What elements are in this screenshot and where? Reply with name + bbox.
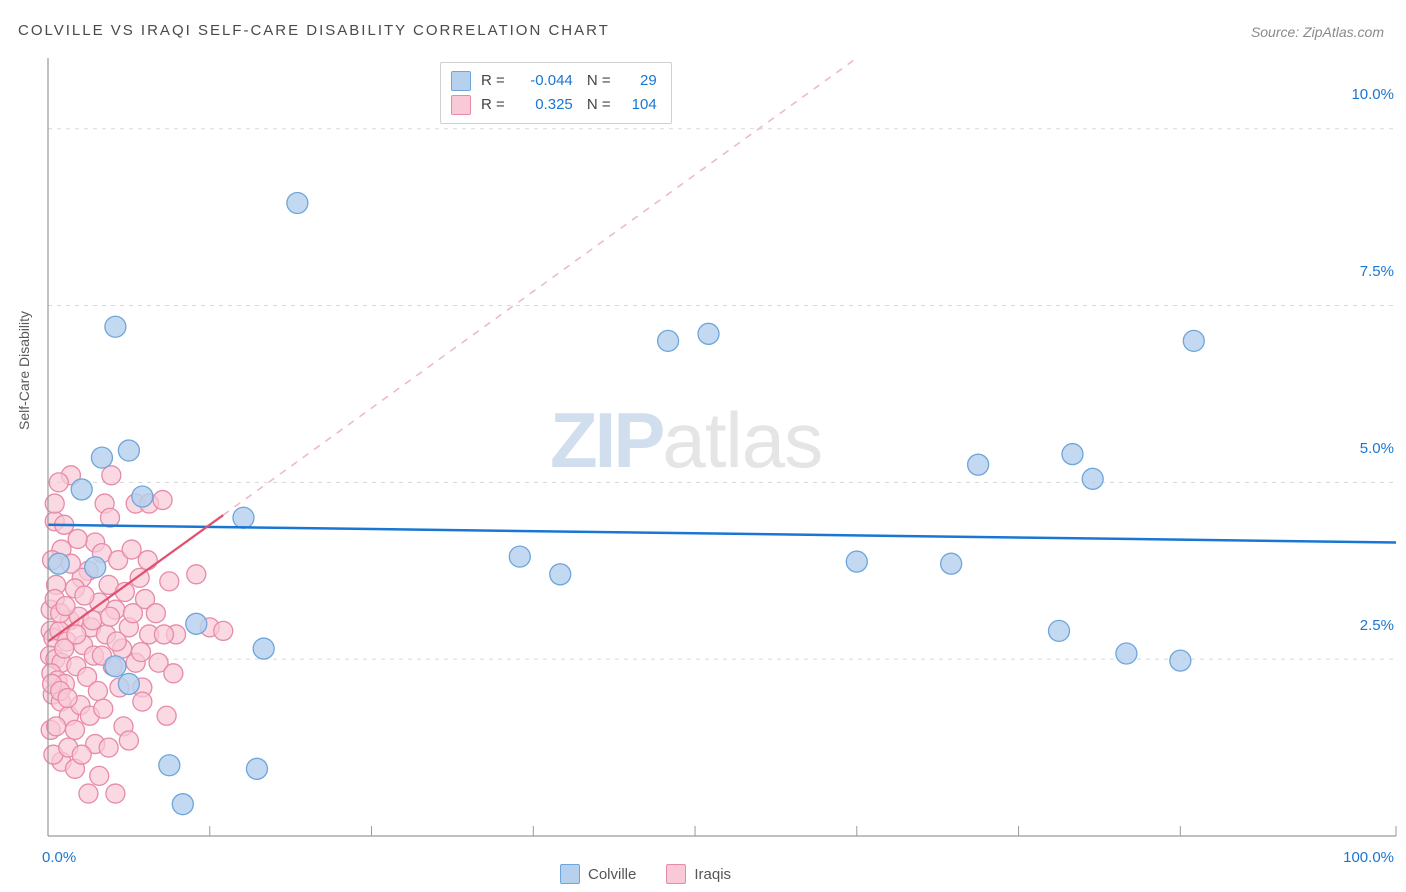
scatter-plot <box>0 0 1406 892</box>
